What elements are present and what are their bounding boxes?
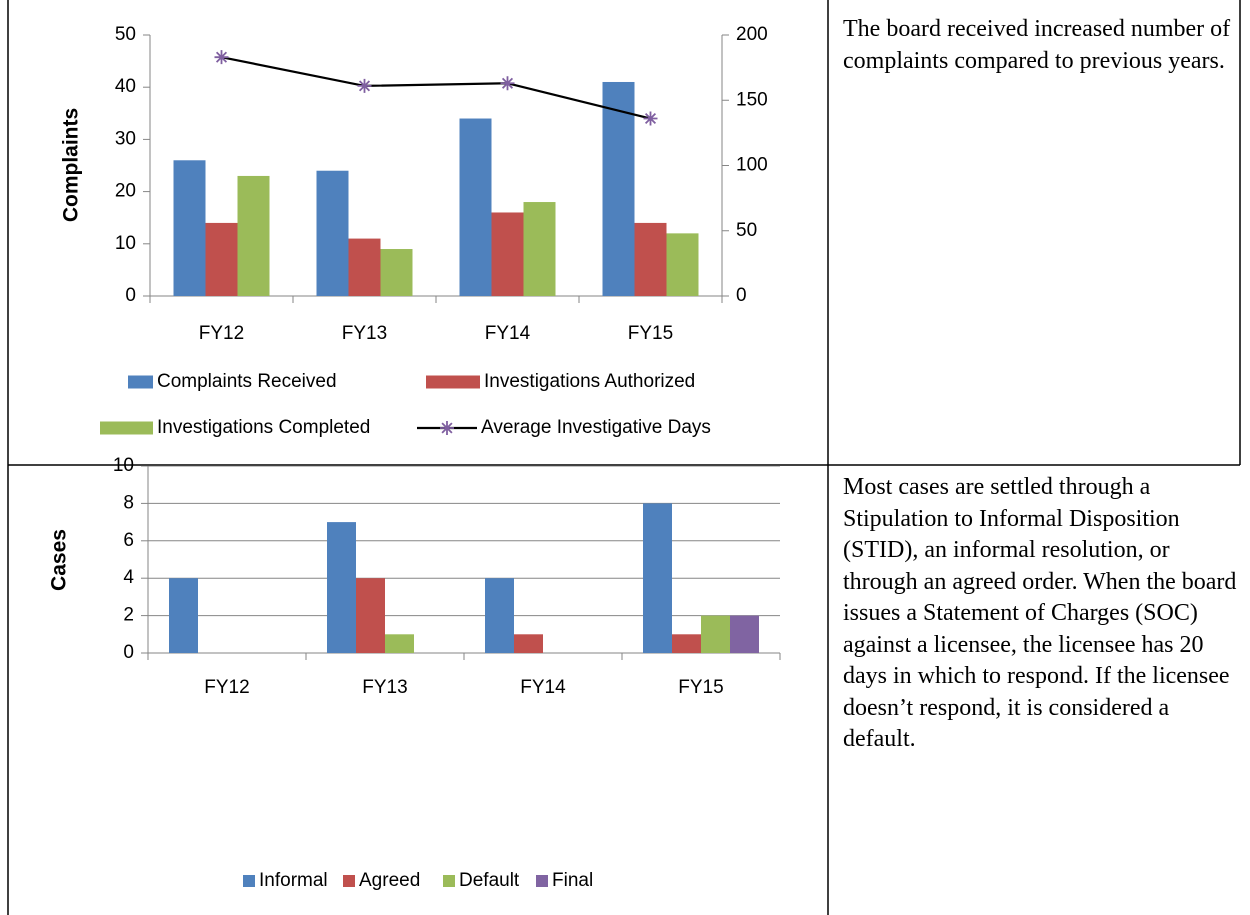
y2-tick-label: 150 — [736, 89, 768, 110]
bar — [380, 249, 413, 296]
legend-label: Default — [459, 870, 520, 891]
y-tick-label: 4 — [123, 567, 134, 588]
y-axis-label: Complaints — [60, 108, 83, 222]
bar — [205, 222, 238, 296]
y-tick-label: 6 — [123, 530, 134, 551]
y-tick-label: 0 — [123, 642, 134, 663]
y-tick-label: 50 — [115, 24, 136, 45]
y2-tick-label: 200 — [736, 24, 768, 45]
bar — [672, 634, 701, 653]
bar — [701, 615, 730, 653]
bar — [385, 634, 414, 653]
bar — [523, 202, 556, 296]
line-marker — [500, 76, 515, 91]
bar — [327, 522, 356, 653]
legend-swatch — [426, 375, 480, 389]
bar — [169, 578, 198, 653]
bar — [634, 222, 667, 296]
cell-text: The board received increased number of c… — [843, 16, 1231, 74]
bar — [491, 212, 524, 296]
legend-label: Final — [552, 870, 593, 891]
line-series — [221, 56, 651, 120]
y-tick-label: 40 — [115, 76, 136, 97]
y-axis-label: Cases — [48, 529, 71, 591]
y-tick-label: 10 — [115, 233, 136, 254]
bar — [173, 160, 206, 296]
legend-label: Investigations Authorized — [484, 371, 695, 392]
legend-swatch — [100, 421, 153, 435]
bar — [356, 578, 385, 653]
x-tick-label: FY12 — [199, 323, 244, 344]
y-tick-label: 2 — [123, 605, 134, 626]
x-tick-label: FY15 — [678, 677, 723, 698]
y2-tick-label: 50 — [736, 220, 757, 241]
bar — [730, 615, 759, 653]
legend-swatch — [536, 875, 548, 887]
x-tick-label: FY12 — [204, 677, 249, 698]
x-tick-label: FY15 — [628, 323, 673, 344]
bar — [316, 170, 349, 296]
bar — [348, 238, 381, 296]
legend-swatch — [443, 875, 455, 887]
legend-label: Complaints Received — [157, 371, 337, 392]
legend-label: Investigations Completed — [157, 417, 370, 438]
y2-tick-label: 0 — [736, 285, 747, 306]
bar — [643, 503, 672, 653]
x-tick-label: FY14 — [520, 677, 566, 698]
y-tick-label: 30 — [115, 128, 136, 149]
legend-marker — [440, 421, 454, 435]
legend-swatch — [343, 875, 355, 887]
legend-label: Agreed — [359, 870, 420, 891]
y-tick-label: 0 — [125, 285, 136, 306]
legend-label: Informal — [259, 870, 328, 891]
y-tick-label: 8 — [123, 492, 134, 513]
y-tick-label: 20 — [115, 181, 136, 202]
legend-swatch — [128, 375, 153, 389]
x-tick-label: FY14 — [485, 323, 531, 344]
bar — [485, 578, 514, 653]
cell-text: Most cases are settled through a Stipula… — [843, 474, 1237, 752]
y-tick-label: 10 — [113, 455, 134, 476]
bar — [237, 175, 270, 296]
line-marker — [643, 111, 658, 126]
bar — [666, 233, 699, 296]
bar — [514, 634, 543, 653]
bar — [459, 118, 492, 297]
x-tick-label: FY13 — [362, 677, 407, 698]
legend-swatch — [243, 875, 255, 887]
legend-label: Average Investigative Days — [481, 417, 711, 438]
line-marker — [357, 78, 372, 93]
bar — [602, 81, 635, 296]
y2-tick-label: 100 — [736, 155, 768, 176]
line-marker — [214, 50, 229, 65]
x-tick-label: FY13 — [342, 323, 387, 344]
